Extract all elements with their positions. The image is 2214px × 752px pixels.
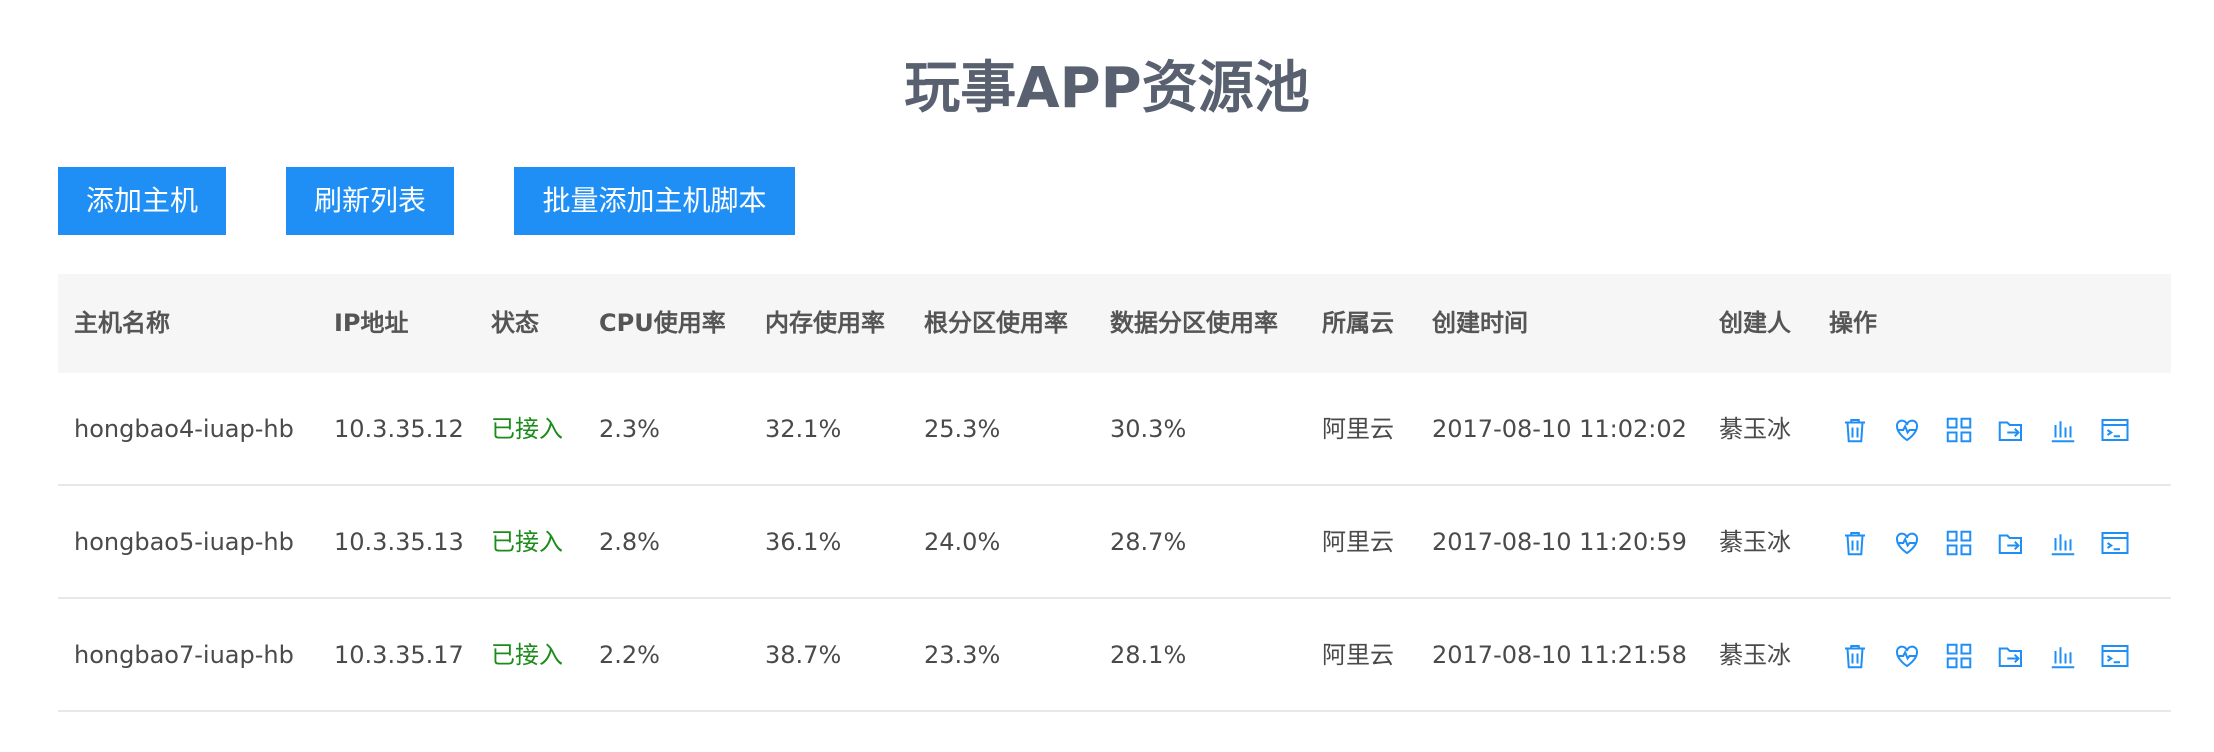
- cell-cloud: 阿里云: [1322, 415, 1394, 443]
- cell-ip: 10.3.35.17: [334, 641, 464, 669]
- header-created-at: 创建时间: [1432, 309, 1528, 337]
- cell-created-at: 2017-08-10 11:21:58: [1432, 641, 1687, 669]
- header-root-partition: 根分区使用率: [924, 309, 1068, 337]
- table-row: hongbao5-iuap-hb 10.3.35.13 已接入 2.8% 36.…: [58, 486, 2171, 599]
- heartbeat-icon[interactable]: [1891, 640, 1923, 672]
- table-header: 主机名称 IP地址 状态 CPU使用率 内存使用率 根分区使用率 数据分区使用率…: [58, 274, 2171, 373]
- cell-cloud: 阿里云: [1322, 528, 1394, 556]
- refresh-list-button[interactable]: 刷新列表: [286, 167, 454, 235]
- cell-memory: 36.1%: [765, 528, 842, 556]
- terminal-icon[interactable]: [2099, 640, 2131, 672]
- cell-data-partition: 28.7%: [1110, 528, 1187, 556]
- header-status: 状态: [491, 309, 539, 337]
- cell-created-at: 2017-08-10 11:02:02: [1432, 415, 1687, 443]
- cell-creator: 綦玉冰: [1719, 415, 1791, 443]
- bar-chart-icon[interactable]: [2047, 414, 2079, 446]
- bar-chart-icon[interactable]: [2047, 640, 2079, 672]
- header-creator: 创建人: [1719, 309, 1791, 337]
- header-data-partition: 数据分区使用率: [1110, 309, 1278, 337]
- cell-cpu: 2.2%: [599, 641, 660, 669]
- bar-chart-icon[interactable]: [2047, 527, 2079, 559]
- status-badge: 已接入: [491, 415, 563, 443]
- host-table: 主机名称 IP地址 状态 CPU使用率 内存使用率 根分区使用率 数据分区使用率…: [58, 274, 2171, 712]
- cell-root-partition: 24.0%: [924, 528, 1001, 556]
- export-icon[interactable]: [1995, 527, 2027, 559]
- heartbeat-icon[interactable]: [1891, 414, 1923, 446]
- cell-creator: 綦玉冰: [1719, 641, 1791, 669]
- cell-root-partition: 25.3%: [924, 415, 1001, 443]
- header-ip: IP地址: [334, 309, 409, 337]
- cell-ip: 10.3.35.13: [334, 528, 464, 556]
- cell-hostname: hongbao5-iuap-hb: [74, 528, 294, 556]
- grid-icon[interactable]: [1943, 640, 1975, 672]
- add-host-button[interactable]: 添加主机: [58, 167, 226, 235]
- status-badge: 已接入: [491, 528, 563, 556]
- batch-add-script-button[interactable]: 批量添加主机脚本: [514, 167, 795, 235]
- cell-creator: 綦玉冰: [1719, 528, 1791, 556]
- cell-memory: 32.1%: [765, 415, 842, 443]
- cell-root-partition: 23.3%: [924, 641, 1001, 669]
- row-actions: [1839, 486, 2151, 599]
- header-cloud: 所属云: [1322, 309, 1394, 337]
- heartbeat-icon[interactable]: [1891, 527, 1923, 559]
- grid-icon[interactable]: [1943, 414, 1975, 446]
- terminal-icon[interactable]: [2099, 527, 2131, 559]
- cell-memory: 38.7%: [765, 641, 842, 669]
- trash-icon[interactable]: [1839, 640, 1871, 672]
- export-icon[interactable]: [1995, 640, 2027, 672]
- cell-hostname: hongbao7-iuap-hb: [74, 641, 294, 669]
- table-row: hongbao7-iuap-hb 10.3.35.17 已接入 2.2% 38.…: [58, 599, 2171, 712]
- cell-cpu: 2.8%: [599, 528, 660, 556]
- cell-data-partition: 28.1%: [1110, 641, 1187, 669]
- cell-created-at: 2017-08-10 11:20:59: [1432, 528, 1687, 556]
- cell-cloud: 阿里云: [1322, 641, 1394, 669]
- page-title: 玩事APP资源池: [904, 56, 1310, 121]
- trash-icon[interactable]: [1839, 527, 1871, 559]
- cell-cpu: 2.3%: [599, 415, 660, 443]
- cell-data-partition: 30.3%: [1110, 415, 1187, 443]
- cell-ip: 10.3.35.12: [334, 415, 464, 443]
- cell-hostname: hongbao4-iuap-hb: [74, 415, 294, 443]
- terminal-icon[interactable]: [2099, 414, 2131, 446]
- table-row: hongbao4-iuap-hb 10.3.35.12 已接入 2.3% 32.…: [58, 373, 2171, 486]
- header-cpu: CPU使用率: [599, 309, 726, 337]
- row-actions: [1839, 373, 2151, 486]
- header-hostname: 主机名称: [74, 309, 170, 337]
- header-memory: 内存使用率: [765, 309, 885, 337]
- grid-icon[interactable]: [1943, 527, 1975, 559]
- header-actions: 操作: [1829, 309, 1877, 337]
- export-icon[interactable]: [1995, 414, 2027, 446]
- status-badge: 已接入: [491, 641, 563, 669]
- trash-icon[interactable]: [1839, 414, 1871, 446]
- row-actions: [1839, 599, 2151, 712]
